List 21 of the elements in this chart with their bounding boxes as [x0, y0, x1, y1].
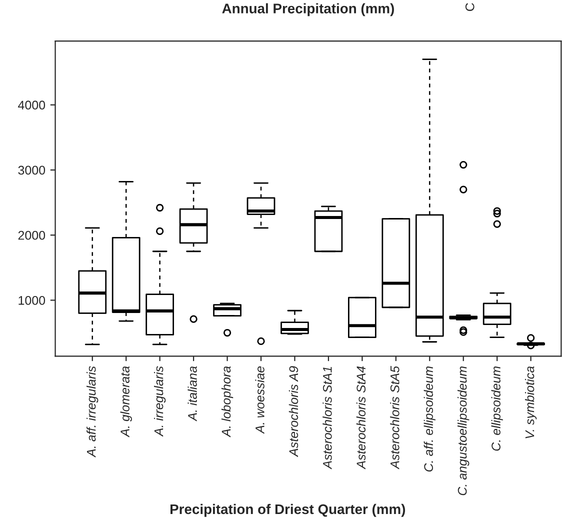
- text: C: [465, 3, 474, 11]
- x-tick-label: C. angustoellipsoideum: [458, 366, 470, 496]
- x-tick-label: Asterochloris StA4: [356, 366, 366, 470]
- x-tick-label: Asterochloris A9: [288, 366, 298, 458]
- y-tick-label: 2000: [18, 230, 46, 240]
- x-tick-label: A. lobophora: [221, 366, 234, 438]
- text: Precipitation of Driest Quarter (mm): [170, 504, 406, 517]
- x-tick-label: A. irregularis: [154, 366, 166, 437]
- x-tick-label: Asterochloris StA5: [390, 366, 400, 470]
- x-tick-label: C. aff. ellipsoideum: [424, 366, 436, 472]
- x-tick-label: C. ellipsoideum: [491, 366, 503, 451]
- x-tick-label: A. woessiae: [255, 366, 264, 434]
- x-tick-label: Asterochloris StA1: [322, 366, 332, 470]
- x-tick-label: A. aff. irregularis: [86, 366, 98, 458]
- x-tick-label: V. symbiotica: [525, 366, 537, 438]
- y-tick-label: 3000: [18, 166, 46, 175]
- x-tick-label: A. italiana: [188, 366, 197, 422]
- y-tick-label: 4000: [18, 100, 46, 110]
- x-tick-label: A. glomerata: [120, 366, 132, 438]
- y-tick-label: 1000: [18, 296, 46, 305]
- chart-title: Annual Precipitation (mm): [222, 3, 394, 16]
